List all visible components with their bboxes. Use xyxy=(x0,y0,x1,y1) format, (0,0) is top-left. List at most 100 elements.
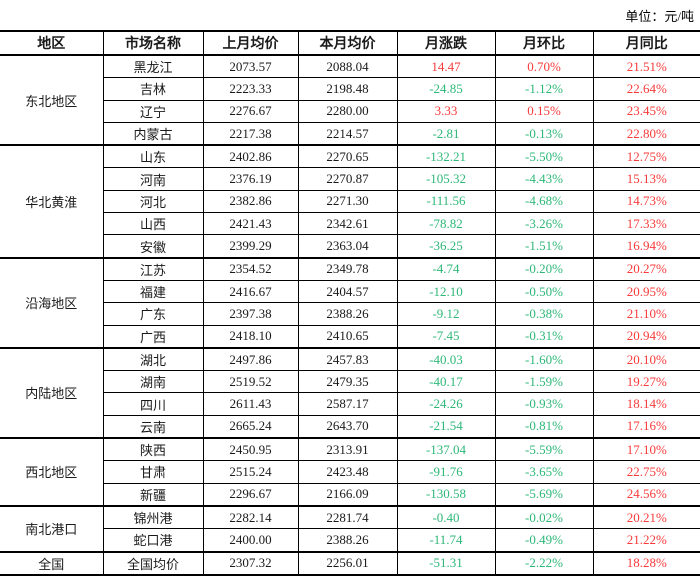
table-row: 河北 2382.86 2271.30 -111.56 -4.68% 14.73% xyxy=(0,189,700,213)
mom-percent-cell: -2.22% xyxy=(494,550,593,575)
market-cell: 广西 xyxy=(102,324,203,348)
market-cell: 辽宁 xyxy=(102,99,203,123)
current-month-price-cell: 2166.09 xyxy=(297,482,397,506)
mom-percent-cell: -0.20% xyxy=(494,256,593,281)
last-month-price-cell: 2665.24 xyxy=(202,414,298,439)
market-cell: 河南 xyxy=(102,167,203,191)
current-month-price-cell: 2342.61 xyxy=(297,212,397,235)
table-row: 新疆 2296.67 2166.09 -130.58 -5.69% 24.56% xyxy=(0,482,700,506)
last-month-price-cell: 2400.00 xyxy=(202,528,298,552)
yoy-percent-cell: 23.45% xyxy=(592,99,700,123)
current-month-price-cell: 2270.65 xyxy=(297,144,397,168)
current-month-price-cell: 2270.87 xyxy=(297,167,397,191)
current-month-price-cell: 2410.65 xyxy=(297,324,397,348)
market-cell: 甘肃 xyxy=(102,460,203,484)
table-row: 甘肃 2515.24 2423.48 -91.76 -3.65% 22.75% xyxy=(0,460,700,484)
mom-percent-cell: -0.49% xyxy=(494,528,593,552)
yoy-percent-cell: 22.75% xyxy=(592,460,700,484)
yoy-percent-cell: 20.94% xyxy=(592,324,700,348)
mom-percent-cell: -4.68% xyxy=(494,189,593,213)
monthly-change-cell: -130.58 xyxy=(396,482,495,506)
current-month-price-cell: 2479.35 xyxy=(297,370,397,393)
last-month-price-cell: 2376.19 xyxy=(202,167,298,191)
last-month-price-cell: 2276.67 xyxy=(202,99,298,123)
monthly-change-cell: -2.81 xyxy=(396,121,495,146)
last-month-price-cell: 2354.52 xyxy=(202,256,298,281)
market-cell: 云南 xyxy=(102,414,203,439)
table-header-row: 地区 市场名称 上月均价 本月均价 月涨跌 月环比 月同比 xyxy=(0,31,700,56)
col-header-market: 市场名称 xyxy=(102,31,203,56)
market-cell: 福建 xyxy=(102,279,203,303)
market-cell: 四川 xyxy=(102,392,203,416)
table-row: 吉林 2223.33 2198.48 -24.85 -1.12% 22.64% xyxy=(0,77,700,101)
last-month-price-cell: 2519.52 xyxy=(202,370,298,393)
current-month-price-cell: 2363.04 xyxy=(297,234,397,258)
mom-percent-cell: -4.43% xyxy=(494,167,593,191)
mom-percent-cell: -5.69% xyxy=(494,482,593,506)
monthly-change-cell: -91.76 xyxy=(396,460,495,484)
yoy-percent-cell: 15.13% xyxy=(592,167,700,191)
table-row: 广西 2418.10 2410.65 -7.45 -0.31% 20.94% xyxy=(0,324,700,348)
last-month-price-cell: 2416.67 xyxy=(202,279,298,303)
current-month-price-cell: 2280.00 xyxy=(297,99,397,123)
monthly-change-cell: -105.32 xyxy=(396,167,495,191)
last-month-price-cell: 2223.33 xyxy=(202,77,298,101)
unit-label: 单位：元/吨 xyxy=(625,8,694,24)
yoy-percent-cell: 22.80% xyxy=(592,121,700,146)
table-row: 东北地区 黑龙江 2073.57 2088.04 14.47 0.70% 21.51% xyxy=(0,53,700,146)
current-month-price-cell: 2198.48 xyxy=(297,77,397,101)
mom-percent-cell: -3.65% xyxy=(494,460,593,484)
current-month-price-cell: 2088.04 xyxy=(297,54,397,78)
table-row: 南北港口 锦州港 2282.14 2281.74 -0.40 -0.02% 20.21% xyxy=(0,504,700,552)
region-cell: 全国 xyxy=(0,550,103,575)
monthly-change-cell: 3.33 xyxy=(396,99,495,123)
monthly-change-cell: 14.47 xyxy=(396,54,495,78)
table-row: 辽宁 2276.67 2280.00 3.33 0.15% 23.45% xyxy=(0,99,700,123)
current-month-price-cell: 2423.48 xyxy=(297,460,397,484)
mom-percent-cell: -0.31% xyxy=(494,324,593,348)
market-cell: 广东 xyxy=(102,302,203,326)
yoy-percent-cell: 16.94% xyxy=(592,234,700,258)
monthly-change-cell: -132.21 xyxy=(396,144,495,168)
table-row: 四川 2611.43 2587.17 -24.26 -0.93% 18.14% xyxy=(0,392,700,416)
yoy-percent-cell: 20.21% xyxy=(592,504,700,529)
col-header-current-month: 本月均价 xyxy=(297,31,397,56)
table-row: 华北黄淮 山东 2402.86 2270.65 -132.21 -5.50% 12.75% xyxy=(0,144,700,258)
current-month-price-cell: 2349.78 xyxy=(297,256,397,281)
market-cell: 江苏 xyxy=(102,256,203,281)
monthly-change-cell: -137.04 xyxy=(396,437,495,461)
region-cell: 沿海地区 xyxy=(0,256,103,348)
mom-percent-cell: -0.50% xyxy=(494,279,593,303)
monthly-change-cell: -78.82 xyxy=(396,212,495,235)
yoy-percent-cell: 21.22% xyxy=(592,528,700,552)
last-month-price-cell: 2450.95 xyxy=(202,437,298,461)
mom-percent-cell: -1.59% xyxy=(494,370,593,393)
yoy-percent-cell: 24.56% xyxy=(592,482,700,506)
mom-percent-cell: -1.12% xyxy=(494,77,593,101)
region-cell: 内陆地区 xyxy=(0,346,103,439)
last-month-price-cell: 2515.24 xyxy=(202,460,298,484)
col-header-last-month: 上月均价 xyxy=(202,31,298,56)
mom-percent-cell: -1.51% xyxy=(494,234,593,258)
last-month-price-cell: 2399.29 xyxy=(202,234,298,258)
monthly-change-cell: -24.85 xyxy=(396,77,495,101)
table-row: 内陆地区 湖北 2497.86 2457.83 -40.03 -1.60% 20.10% xyxy=(0,346,700,439)
price-table: 地区 市场名称 上月均价 本月均价 月涨跌 月环比 月同比 东北地区 黑龙江 207… xyxy=(0,30,700,576)
col-header-change: 月涨跌 xyxy=(396,31,495,56)
market-cell: 新疆 xyxy=(102,482,203,506)
mom-percent-cell: -5.50% xyxy=(494,144,593,168)
mom-percent-cell: 0.15% xyxy=(494,99,593,123)
current-month-price-cell: 2313.91 xyxy=(297,437,397,461)
yoy-percent-cell: 17.33% xyxy=(592,212,700,235)
market-cell: 全国均价 xyxy=(102,550,203,575)
last-month-price-cell: 2382.86 xyxy=(202,189,298,213)
market-cell: 安徽 xyxy=(102,234,203,258)
last-month-price-cell: 2397.38 xyxy=(202,302,298,326)
current-month-price-cell: 2643.70 xyxy=(297,414,397,439)
table-row: 全国 全国均价 2307.32 2256.01 -51.31 -2.22% 18.28% xyxy=(0,550,700,575)
table-row: 湖南 2519.52 2479.35 -40.17 -1.59% 19.27% xyxy=(0,370,700,393)
region-cell: 西北地区 xyxy=(0,437,103,506)
market-cell: 蛇口港 xyxy=(102,528,203,552)
table-row: 福建 2416.67 2404.57 -12.10 -0.50% 20.95% xyxy=(0,279,700,303)
table-row: 蛇口港 2400.00 2388.26 -11.74 -0.49% 21.22% xyxy=(0,528,700,552)
